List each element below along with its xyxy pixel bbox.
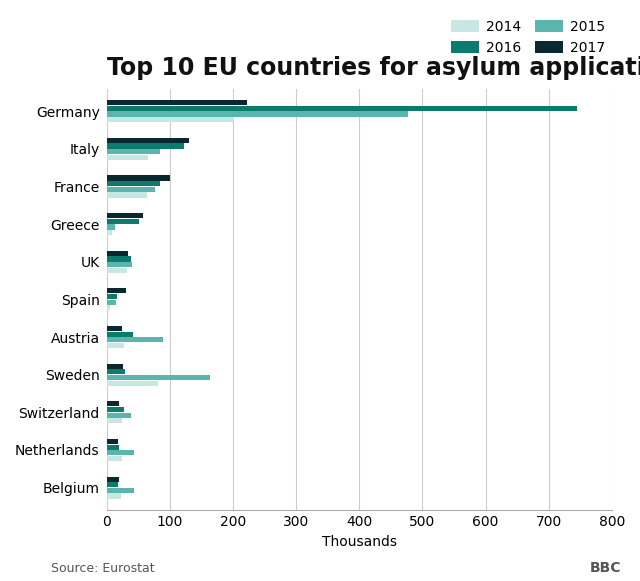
Bar [107,117,234,122]
Bar [107,439,118,444]
Bar [107,213,143,218]
Text: Source: Eurostat: Source: Eurostat [51,562,155,575]
Bar [107,482,118,487]
Bar [107,294,116,299]
Bar [107,181,159,187]
Bar [107,332,133,337]
Bar [107,100,247,105]
Bar [107,300,116,305]
Bar [107,175,170,181]
Bar [107,456,122,461]
Bar [107,407,124,412]
Bar [107,112,408,117]
Bar [107,476,118,482]
Bar [107,493,121,498]
Bar [107,305,110,310]
Bar [107,343,124,348]
Bar [107,381,157,386]
Bar [107,401,118,407]
Bar [107,370,125,374]
Bar [107,224,115,229]
Bar [107,450,134,456]
Bar [107,192,147,198]
X-axis label: Thousands: Thousands [322,535,397,548]
Bar [107,187,155,192]
Bar [107,488,134,493]
Bar [107,256,131,261]
Bar [107,326,122,331]
Bar [107,418,122,424]
Bar [107,155,148,160]
Bar [107,268,127,273]
Bar [107,337,163,342]
Bar [107,250,128,256]
Bar [107,288,126,293]
Bar [107,230,112,235]
Bar [107,262,132,267]
Bar [107,364,123,369]
Text: Top 10 EU countries for asylum applications: Top 10 EU countries for asylum applicati… [107,56,640,80]
Bar [107,218,139,224]
Bar [107,444,119,450]
Bar [107,144,184,149]
Bar [107,138,189,143]
Bar [107,413,131,418]
Bar [107,149,159,154]
Legend: 2014, 2016, 2015, 2017: 2014, 2016, 2015, 2017 [451,20,605,55]
Text: BBC: BBC [589,561,621,575]
Bar [107,106,577,111]
Bar [107,375,209,380]
